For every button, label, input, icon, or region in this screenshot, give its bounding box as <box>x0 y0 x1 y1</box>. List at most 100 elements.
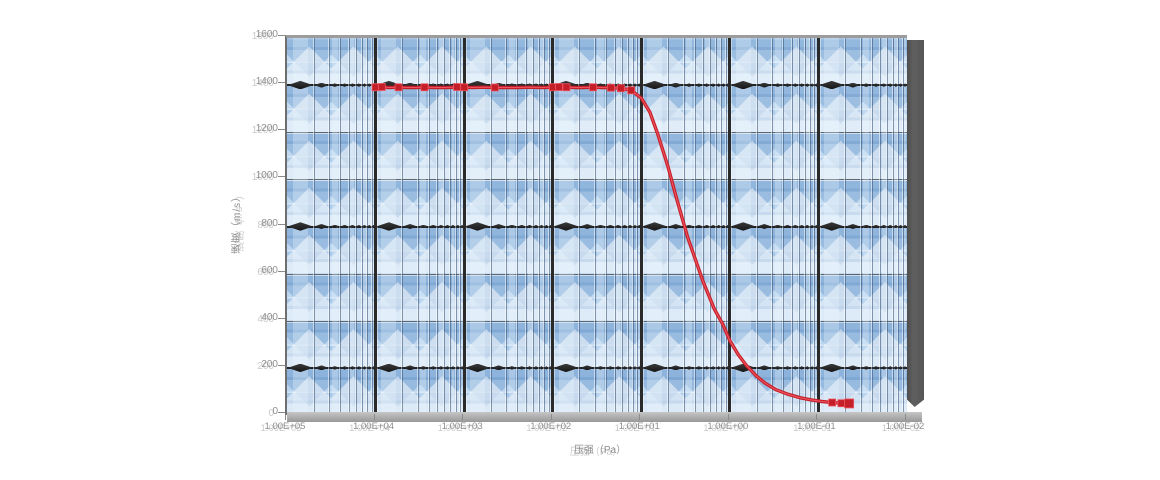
pattern-black-diamond <box>506 224 518 229</box>
pattern-black-diamond <box>579 82 595 88</box>
pattern-black-diamond <box>819 363 845 373</box>
plot-area <box>285 35 907 415</box>
pattern-black-diamond <box>860 224 872 229</box>
pattern-black-diamond <box>464 363 491 373</box>
pattern-black-diamond <box>893 224 899 229</box>
pattern-black-diamond <box>632 224 638 229</box>
pattern-black-diamond <box>627 224 633 229</box>
series-line-highlight <box>375 86 850 405</box>
x-tick-mark <box>905 414 906 420</box>
pattern-black-diamond <box>887 224 894 229</box>
y-tick-mark <box>278 82 285 84</box>
pattern-black-diamond <box>798 224 805 229</box>
pattern-black-diamond <box>703 83 711 87</box>
v-major-gridline <box>551 38 555 415</box>
series-marker <box>377 83 386 91</box>
data-series-layer <box>371 83 855 409</box>
v-major-gridline <box>728 38 732 415</box>
y-tick-mark <box>278 129 285 131</box>
pattern-black-diamond <box>814 83 819 87</box>
v-major-gridline <box>374 38 378 415</box>
chart-3d-side-wall <box>907 40 924 407</box>
pattern-black-diamond <box>772 83 783 87</box>
pattern-black-diamond <box>814 224 819 229</box>
series-marker <box>627 86 636 95</box>
pattern-black-diamond <box>356 224 362 229</box>
pattern-black-diamond <box>772 366 783 370</box>
x-tick-mark <box>550 414 552 420</box>
pattern-black-diamond <box>450 366 456 370</box>
pattern-black-diamond <box>595 224 606 229</box>
y-tick-label: 200 <box>261 358 278 370</box>
pattern-black-diamond <box>721 83 726 87</box>
pattern-black-diamond <box>314 223 329 229</box>
pattern-black-diamond <box>614 366 622 370</box>
pattern-black-diamond <box>349 224 356 229</box>
pattern-black-diamond <box>314 365 329 371</box>
pattern-black-diamond <box>783 366 792 370</box>
x-tick-label: 1.00E+05 <box>264 421 306 432</box>
x-tick-label: 1.00E-01 <box>797 421 836 432</box>
series-marker <box>607 83 615 92</box>
pattern-black-diamond <box>460 224 465 229</box>
h-gridline <box>287 320 907 322</box>
x-tick-mark <box>285 414 286 420</box>
series-line <box>373 85 851 406</box>
pattern-black-diamond <box>460 366 465 370</box>
pattern-black-diamond <box>632 366 638 370</box>
pattern-black-diamond <box>376 363 402 373</box>
pattern-black-diamond <box>804 83 810 87</box>
pattern-black-diamond <box>367 83 372 87</box>
pattern-black-diamond <box>887 83 894 87</box>
pattern-black-diamond <box>898 83 903 87</box>
pattern-black-diamond <box>880 366 888 370</box>
pattern-black-diamond <box>637 366 642 370</box>
series-marker <box>828 398 837 407</box>
pattern-black-diamond <box>329 366 341 370</box>
pattern-black-diamond <box>903 366 907 370</box>
pattern-black-diamond <box>402 82 418 88</box>
pattern-black-diamond <box>898 366 903 370</box>
y-tick-mark <box>278 176 285 178</box>
v-major-gridline <box>639 38 643 415</box>
pattern-black-diamond <box>429 366 438 370</box>
y-tick-label: 400 <box>261 311 278 323</box>
series-marker <box>589 83 597 92</box>
pattern-black-diamond <box>845 82 861 88</box>
pattern-black-diamond <box>437 224 445 229</box>
pattern-black-diamond <box>371 224 376 229</box>
pattern-black-diamond <box>783 224 792 229</box>
pattern-black-diamond <box>725 224 730 229</box>
pattern-black-diamond <box>791 224 799 229</box>
pattern-black-diamond <box>716 224 722 229</box>
y-tick-label: 1400 <box>255 76 278 88</box>
pattern-black-diamond <box>683 366 695 370</box>
pattern-black-diamond <box>819 222 845 231</box>
pattern-black-diamond <box>356 366 362 370</box>
chart-3d-floor <box>287 412 922 422</box>
pattern-black-diamond <box>632 83 638 87</box>
pattern-black-diamond <box>621 224 628 229</box>
pattern-black-diamond <box>544 366 549 370</box>
series-marker <box>420 83 429 92</box>
pattern-black-diamond <box>595 83 606 87</box>
pattern-black-diamond <box>668 365 684 371</box>
pattern-black-diamond <box>798 83 805 87</box>
pattern-black-diamond <box>694 366 703 370</box>
pattern-black-diamond <box>329 224 341 229</box>
x-tick-label: 1.00E+02 <box>530 421 572 432</box>
pattern-black-diamond <box>533 366 539 370</box>
pattern-black-diamond <box>756 365 772 371</box>
pattern-black-diamond <box>606 224 615 229</box>
pattern-black-diamond <box>356 83 362 87</box>
x-tick-label: 1.00E+01 <box>618 421 660 432</box>
pattern-black-diamond <box>814 366 819 370</box>
pattern-black-diamond <box>464 222 491 231</box>
pattern-black-diamond <box>429 224 438 229</box>
pattern-black-diamond <box>340 83 349 87</box>
pattern-black-diamond <box>860 83 872 87</box>
series-marker <box>490 83 499 92</box>
pattern-black-diamond <box>361 224 367 229</box>
pattern-black-diamond <box>418 366 429 370</box>
x-tick-mark <box>727 414 729 420</box>
